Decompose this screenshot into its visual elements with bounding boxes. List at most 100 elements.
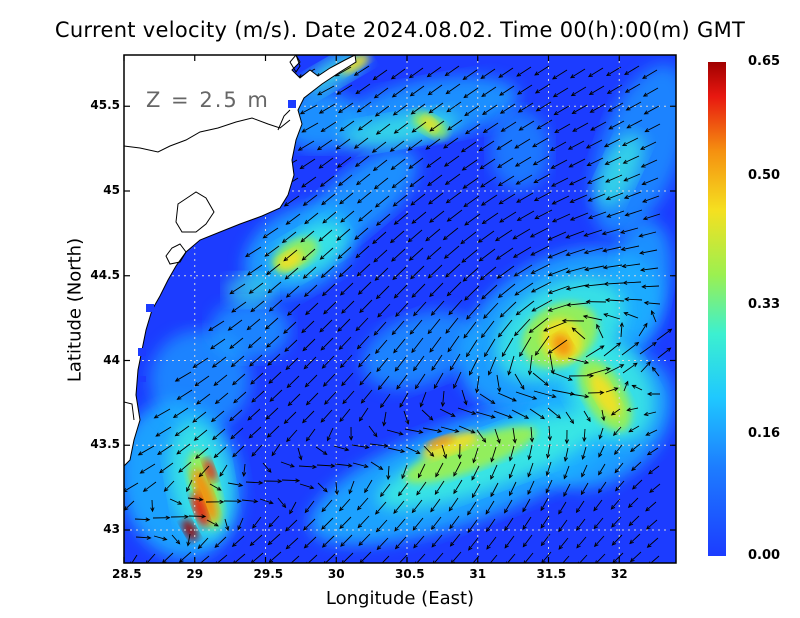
velocity-arrow bbox=[246, 318, 261, 331]
velocity-arrow bbox=[614, 462, 624, 474]
velocity-arrow bbox=[303, 536, 317, 549]
velocity-arrow bbox=[263, 479, 283, 484]
velocity-arrow bbox=[430, 300, 445, 316]
velocity-arrow bbox=[281, 231, 297, 244]
velocity-arrow bbox=[547, 231, 567, 241]
velocity-arrow bbox=[139, 463, 156, 474]
velocity-arrow bbox=[271, 443, 281, 457]
velocity-arrow bbox=[515, 300, 535, 316]
velocity-arrow bbox=[391, 176, 407, 189]
velocity-arrow bbox=[550, 159, 568, 169]
velocity-arrow bbox=[624, 83, 641, 93]
depth-label: Z = 2.5 m bbox=[146, 88, 270, 112]
velocity-arrow bbox=[302, 410, 315, 424]
velocity-arrow bbox=[553, 105, 570, 116]
velocity-arrow bbox=[628, 515, 640, 527]
velocity-arrow bbox=[448, 299, 463, 316]
velocity-arrow bbox=[288, 555, 300, 563]
velocity-arrow bbox=[598, 481, 607, 494]
velocity-arrow bbox=[483, 302, 499, 319]
velocity-arrow bbox=[425, 228, 441, 242]
velocity-arrow bbox=[305, 392, 319, 406]
velocity-arrow bbox=[338, 336, 352, 351]
velocity-arrow bbox=[176, 443, 191, 455]
velocity-arrow bbox=[369, 443, 389, 448]
velocity-arrow bbox=[427, 318, 441, 335]
velocity-arrow bbox=[392, 266, 407, 281]
velocity-arrow bbox=[266, 425, 280, 438]
velocity-arrow bbox=[301, 122, 319, 133]
velocity-arrow bbox=[453, 371, 462, 389]
velocity-arrow bbox=[213, 374, 228, 386]
velocity-arrow bbox=[485, 500, 495, 515]
velocity-arrow bbox=[464, 285, 480, 301]
velocity-arrow bbox=[585, 345, 605, 358]
velocity-arrow bbox=[392, 194, 408, 207]
velocity-arrow bbox=[320, 265, 335, 279]
velocity-arrow bbox=[453, 461, 462, 477]
velocity-arrow bbox=[471, 465, 480, 481]
velocity-arrow bbox=[412, 355, 425, 372]
velocity-arrow bbox=[646, 391, 661, 397]
velocity-arrow bbox=[464, 213, 481, 226]
velocity-arrow bbox=[631, 384, 643, 391]
velocity-arrow bbox=[571, 327, 586, 340]
velocity-arrow bbox=[285, 537, 299, 550]
velocity-arrow bbox=[245, 246, 262, 258]
velocity-arrow bbox=[355, 317, 369, 332]
velocity-arrow bbox=[241, 499, 259, 504]
velocity-arrow bbox=[604, 156, 622, 165]
velocity-arrow bbox=[426, 156, 442, 168]
velocity-arrow bbox=[423, 445, 435, 457]
velocity-arrow bbox=[507, 355, 515, 376]
velocity-arrow bbox=[571, 104, 588, 114]
velocity-arrow bbox=[265, 407, 279, 420]
velocity-arrow bbox=[340, 534, 353, 547]
velocity-arrow bbox=[598, 463, 606, 476]
velocity-arrow bbox=[416, 481, 427, 496]
velocity-arrow bbox=[336, 156, 352, 168]
velocity-arrow bbox=[231, 301, 247, 313]
velocity-arrow bbox=[551, 177, 569, 187]
velocity-arrow bbox=[583, 410, 591, 423]
velocity-arrow bbox=[620, 245, 640, 252]
velocity-arrow bbox=[391, 320, 405, 336]
velocity-arrow bbox=[287, 303, 301, 316]
velocity-arrow bbox=[412, 517, 424, 531]
velocity-arrow bbox=[494, 229, 513, 242]
velocity-arrow bbox=[430, 498, 441, 513]
velocity-arrow bbox=[515, 391, 538, 400]
velocity-arrow bbox=[251, 390, 265, 403]
velocity-arrow bbox=[486, 536, 497, 550]
velocity-arrow bbox=[500, 121, 517, 132]
velocity-arrow bbox=[496, 374, 502, 393]
velocity-arrow bbox=[152, 515, 171, 520]
velocity-arrow bbox=[408, 247, 424, 261]
velocity-arrow bbox=[565, 266, 587, 274]
velocity-arrow bbox=[322, 211, 337, 224]
velocity-arrow bbox=[547, 425, 552, 442]
velocity-arrow bbox=[642, 87, 659, 97]
velocity-arrow bbox=[545, 461, 552, 477]
velocity-arrow bbox=[336, 228, 351, 241]
velocity-arrow bbox=[230, 427, 244, 440]
velocity-arrow bbox=[464, 105, 480, 117]
x-tick-label: 31 bbox=[469, 567, 487, 581]
velocity-arrow bbox=[197, 555, 210, 563]
velocity-arrow bbox=[534, 335, 550, 356]
velocity-arrow bbox=[497, 175, 515, 187]
velocity-arrow bbox=[208, 320, 225, 332]
velocity-arrow bbox=[283, 411, 297, 425]
velocity-arrow bbox=[532, 137, 549, 148]
velocity-arrow bbox=[467, 519, 478, 534]
velocity-arrow bbox=[623, 311, 639, 319]
velocity-arrow bbox=[448, 497, 459, 512]
velocity-arrow bbox=[565, 248, 586, 257]
velocity-arrow bbox=[631, 461, 642, 472]
velocity-arrow bbox=[529, 426, 535, 443]
velocity-arrow bbox=[607, 102, 624, 112]
velocity-arrow bbox=[338, 264, 353, 278]
velocity-arrow bbox=[391, 86, 407, 98]
x-tick-label: 28.5 bbox=[112, 567, 142, 581]
velocity-arrow bbox=[223, 499, 242, 504]
